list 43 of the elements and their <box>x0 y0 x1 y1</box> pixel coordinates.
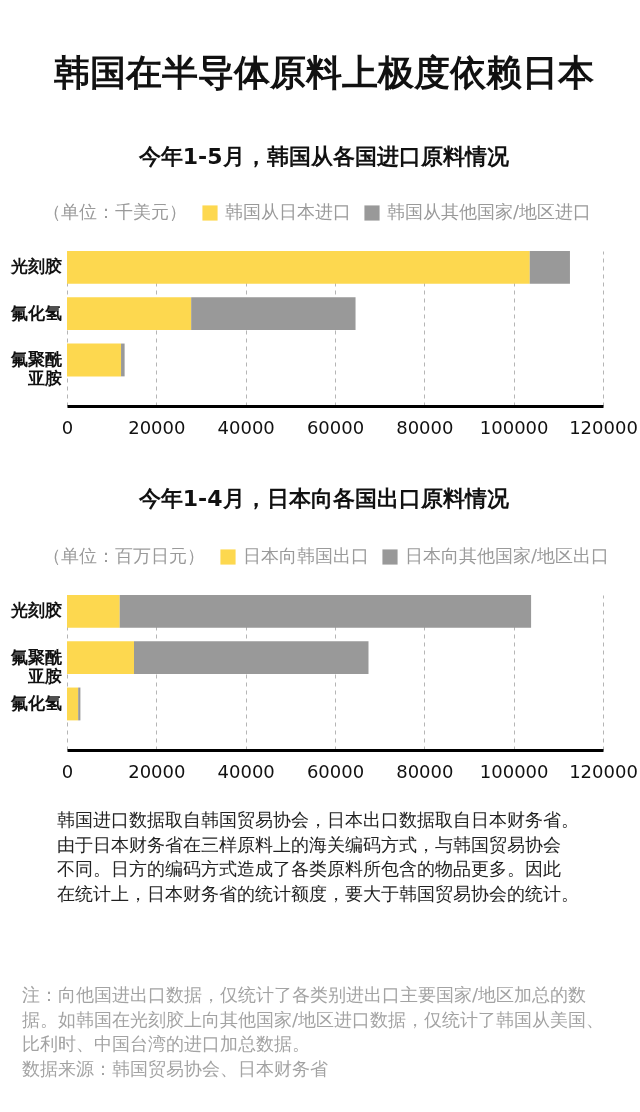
bar <box>121 343 125 377</box>
x-tick-label: 80000 <box>396 760 454 782</box>
x-tick-label: 60000 <box>306 760 365 782</box>
y-tick-label: 氟聚酰亚胺 <box>9 348 63 388</box>
x-tick-label: 0 <box>61 416 74 438</box>
x-tick-label: 40000 <box>217 760 275 782</box>
y-tick-label: 光刻胶 <box>9 600 62 621</box>
x-tick-label: 60000 <box>306 416 365 438</box>
bar <box>134 641 369 675</box>
chart-title: 韩国在半导体原料上极度依赖日本 <box>53 52 594 93</box>
y-tick-label: 光刻胶 <box>9 256 62 277</box>
legend-title: （单位：千美元） <box>43 201 187 222</box>
x-tick-label: 20000 <box>128 760 186 782</box>
chart-subtitle: 今年1-5月，韩国从各国进口原料情况 <box>137 144 510 169</box>
legend-title: （单位：百万日元） <box>43 545 205 566</box>
legend-label: 日本向韩国出口 <box>243 545 369 566</box>
bar <box>67 297 192 331</box>
x-tick-label: 40000 <box>217 416 275 438</box>
bar <box>67 595 120 628</box>
bar <box>529 251 570 284</box>
text: 韩国进口数据取自韩国贸易协会，日本出口数据取自日本财务省。由于日本财务省在三样原料上的海关编码方式，与韩国贸易协会不同。日方的编码方式造成了各类原料所包含的物品更多。因此在统计上，日本财务省的统计额度，要大于韩国贸易协会的统计。 <box>57 809 579 904</box>
bar <box>191 297 356 331</box>
x-tick-label: 100000 <box>479 760 549 782</box>
y-tick-label: 氟化氢 <box>9 302 62 323</box>
y-tick-label: 氟聚酰亚胺 <box>9 646 63 686</box>
chart-title: 今年1-4月，日本向各国出口原料情况 <box>137 486 510 511</box>
text: 注：向他国进出口数据，仅统计了各类别进出口主要国家/地区加总的数据。如韩国在光刻胶上向其他国家/地区进口数据，仅统计了韩国从美国、比利时、中国台湾的进口加总数据。 <box>22 984 605 1054</box>
x-tick-label: 80000 <box>396 416 454 438</box>
bar <box>67 641 134 675</box>
x-tick-label: 20000 <box>128 416 186 438</box>
bar <box>67 687 79 721</box>
source-note: 数据来源：韩国贸易协会、日本财务省 <box>22 1057 328 1079</box>
x-tick-label: 120000 <box>569 760 638 782</box>
legend-label: 日本向其他国家/地区出口 <box>405 545 610 566</box>
bar <box>67 251 530 284</box>
bar <box>67 343 122 377</box>
x-tick-label: 100000 <box>479 416 549 438</box>
legend-label: 韩国从日本进口 <box>225 201 351 222</box>
y-tick-label: 氟化氢 <box>9 692 62 713</box>
legend-label: 韩国从其他国家/地区进口 <box>387 201 592 222</box>
bar <box>119 595 532 628</box>
x-tick-label: 0 <box>61 760 74 782</box>
x-tick-label: 120000 <box>569 416 638 438</box>
